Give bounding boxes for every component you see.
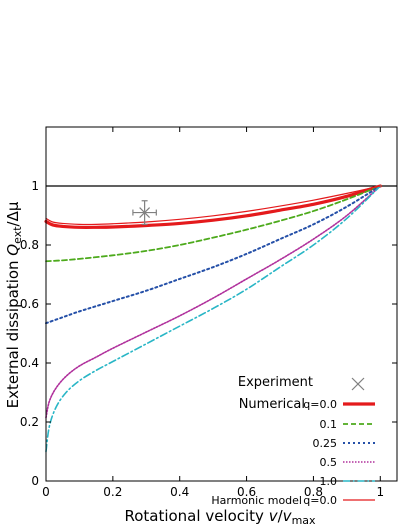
legend-series-1-label: 0.1 <box>320 418 338 431</box>
series-line-3 <box>45 185 382 419</box>
y-tick-label: 0.4 <box>20 356 39 370</box>
series-line-4 <box>45 185 382 453</box>
series-layer <box>44 184 382 453</box>
x-tick-label: 0.2 <box>103 485 122 499</box>
x-axis-label: Rotational velocity v/vmax <box>124 507 316 527</box>
legend-experiment-label: Experiment <box>238 375 313 390</box>
legend-series-5-label: q=0.0 <box>303 494 337 507</box>
series-line-2 <box>45 185 382 325</box>
legend-numerical-label: Numerical <box>239 397 305 412</box>
y-tick-label: 0 <box>31 474 39 488</box>
legend-experiment-marker <box>351 377 365 391</box>
y-tick-label: 0.8 <box>20 238 39 252</box>
legend-series-2-label: 0.25 <box>313 437 338 450</box>
x-tick-label: 0.6 <box>237 485 256 499</box>
experiment-point <box>132 200 157 225</box>
tick-layer: 0 0.2 0.4 0.6 0.8 1 0 0.2 0.4 0.6 0.8 1 <box>20 127 397 499</box>
series-line-1 <box>45 185 382 263</box>
legend-series-3-label: 0.5 <box>320 456 338 469</box>
x-tick-label: 0.8 <box>304 485 323 499</box>
legend: Experiment Numerical q=0.0 0.1 0.25 0.5 … <box>211 375 375 507</box>
legend-series-4-label: 1.0 <box>320 475 338 488</box>
y-axis-label: External dissipation Qext/Δμ <box>4 201 24 408</box>
experiment-layer <box>132 200 157 225</box>
y-tick-label: 0.2 <box>20 415 39 429</box>
x-tick-label: 0 <box>42 485 50 499</box>
legend-series-0-label: q=0.0 <box>303 398 337 411</box>
series-line-0 <box>44 184 382 229</box>
series-line-5 <box>45 185 381 226</box>
y-tick-label: 0.6 <box>20 297 39 311</box>
y-tick-label: 1 <box>31 179 39 193</box>
legend-harmonic-label: Harmonic model <box>211 494 302 507</box>
x-tick-label: 1 <box>376 485 384 499</box>
x-tick-label: 0.4 <box>170 485 189 499</box>
